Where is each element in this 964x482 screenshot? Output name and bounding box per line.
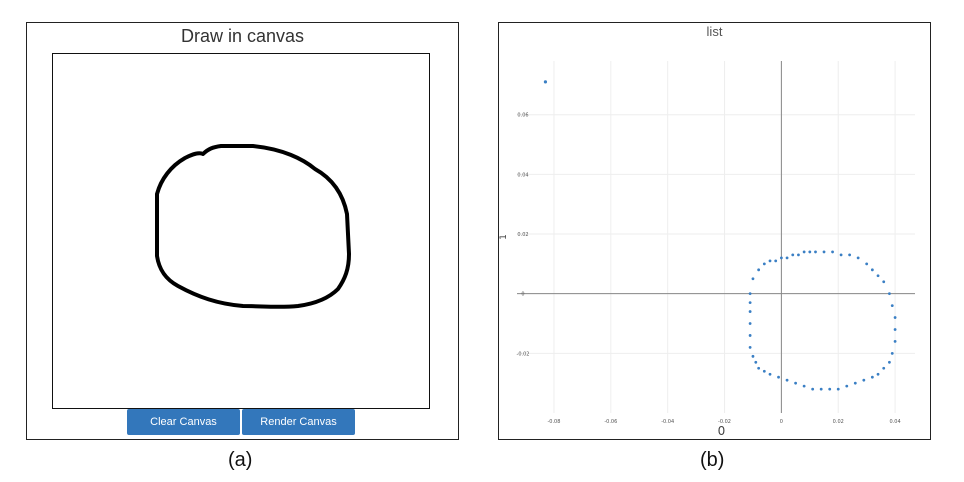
data-point — [748, 310, 752, 313]
data-point — [893, 328, 897, 331]
data-point — [794, 381, 797, 385]
data-point — [870, 268, 874, 272]
data-point — [802, 384, 806, 388]
y-tick-label: -0.02 — [517, 351, 530, 357]
x-tick-label: -0.06 — [604, 419, 617, 425]
clear-canvas-button[interactable]: Clear Canvas — [127, 409, 240, 435]
data-point — [811, 387, 815, 391]
x-tick-label: 0.04 — [890, 419, 901, 425]
data-point — [751, 354, 755, 358]
data-point — [748, 322, 752, 325]
plot-points — [543, 80, 897, 391]
draw-panel: Draw in canvas Clear Canvas Render Canva… — [26, 22, 459, 440]
data-point — [777, 375, 780, 379]
data-point — [888, 292, 891, 296]
x-tick-label: -0.02 — [718, 419, 731, 425]
plot-axes — [517, 61, 915, 413]
y-tick-label: 0.04 — [517, 172, 528, 178]
render-canvas-button[interactable]: Render Canvas — [242, 409, 355, 435]
data-point — [822, 250, 826, 254]
x-tick-label: 0 — [780, 419, 783, 425]
data-point — [785, 256, 789, 260]
data-point — [828, 387, 832, 391]
data-point — [893, 340, 897, 343]
data-point — [762, 369, 766, 373]
data-point — [856, 256, 860, 260]
data-point — [890, 304, 894, 308]
data-point — [748, 334, 752, 337]
x-tick-label: -0.04 — [661, 419, 674, 425]
data-point — [882, 366, 886, 370]
plot-panel: list -0.08 -0.06 -0.04 -0.02 0 0.02 0.04 -0.02 0… — [498, 22, 931, 440]
data-point — [785, 378, 789, 382]
x-tick-label: -0.08 — [547, 419, 560, 425]
data-point — [888, 360, 891, 364]
scatter-plot: -0.08 -0.06 -0.04 -0.02 0 0.02 0.04-0.0200.020… — [499, 61, 915, 438]
data-point — [819, 387, 823, 391]
plot-title: list — [706, 24, 723, 39]
data-point — [748, 292, 752, 296]
data-point — [848, 253, 852, 257]
plot-ticks: -0.08 -0.06 -0.04 -0.02 0 0.02 0.04 -0.02 0 0.02 0… — [517, 113, 901, 425]
data-point — [802, 250, 806, 254]
data-point — [748, 301, 752, 305]
data-point — [836, 387, 840, 391]
data-point — [779, 256, 783, 260]
data-point — [865, 262, 869, 266]
data-point — [853, 381, 857, 385]
data-point — [862, 378, 866, 382]
data-point — [757, 268, 761, 272]
data-point — [870, 375, 874, 379]
draw-panel-title: Draw in canvas — [180, 26, 305, 46]
data-point — [831, 250, 834, 254]
y-tick-label: 0 — [521, 292, 524, 298]
data-point — [893, 316, 897, 319]
x-tick-label: 0.02 — [833, 419, 844, 425]
data-point — [757, 366, 761, 370]
data-point — [882, 280, 886, 284]
x-axis-label: 0 — [718, 424, 726, 438]
data-point — [814, 250, 817, 254]
data-point — [791, 253, 795, 257]
data-point — [890, 351, 894, 355]
plot-grid — [517, 61, 915, 413]
y-tick-label: 0.02 — [517, 232, 528, 238]
data-point — [839, 253, 843, 257]
data-point — [768, 259, 772, 263]
drawing-canvas[interactable] — [52, 53, 430, 409]
data-point — [762, 262, 766, 266]
data-point — [754, 360, 758, 364]
drawing-stroke — [155, 144, 351, 309]
data-point — [808, 250, 812, 254]
data-point — [748, 345, 752, 349]
data-point — [751, 277, 755, 281]
y-tick-label: 0.06 — [517, 113, 528, 119]
data-point — [774, 259, 778, 263]
caption-b: (b) — [700, 449, 725, 471]
data-point — [768, 372, 772, 376]
caption-a: (a) — [228, 449, 253, 471]
y-axis-label: 1 — [499, 234, 509, 240]
data-point — [845, 384, 849, 388]
data-point — [876, 274, 880, 278]
data-point — [876, 372, 880, 376]
data-point — [797, 253, 800, 257]
outlier-point — [543, 80, 548, 84]
